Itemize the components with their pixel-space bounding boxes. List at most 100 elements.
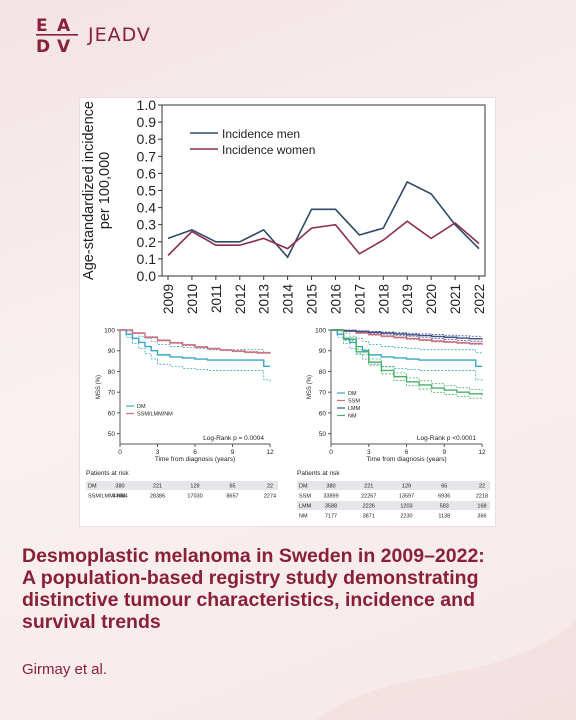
- journal-brand: E A D V JEADV: [36, 16, 151, 54]
- risk-table-cell: 1203: [400, 504, 412, 510]
- ci-upper-dm: [331, 329, 482, 354]
- risk-table-row-band: [297, 501, 490, 510]
- risk-table-row-label: LMM: [299, 504, 312, 510]
- y-tick-label: 80: [319, 369, 327, 376]
- svg-text:E: E: [36, 16, 48, 36]
- y-axis-label: per 100,000: [97, 152, 113, 229]
- y-tick-label: 50: [108, 431, 116, 438]
- risk-table-cell: 2218: [476, 494, 488, 500]
- risk-table-cell: 13597: [399, 494, 414, 500]
- survival-curve-lmm: [331, 329, 483, 340]
- risk-table-row-band: [86, 481, 278, 490]
- survival-curve-dm: [120, 329, 270, 367]
- svg-text:A: A: [57, 16, 71, 36]
- risk-table-row-label: DM: [299, 484, 308, 490]
- legend-label: SSM/LMM/NM: [137, 412, 173, 418]
- x-tick-label: 2013: [257, 284, 272, 314]
- risk-table-cell: 129: [190, 484, 199, 490]
- y-tick-label: 0.0: [137, 268, 157, 284]
- x-tick-label: 2020: [424, 284, 439, 314]
- x-tick-label: 0: [329, 449, 333, 456]
- risk-table-row-band: [297, 481, 490, 490]
- y-tick-label: 60: [319, 410, 327, 417]
- x-tick-label: 12: [266, 449, 274, 456]
- x-tick-label: 2009: [161, 284, 176, 314]
- title-line: survival trends: [22, 611, 161, 633]
- risk-table-cell: 22: [267, 484, 273, 490]
- x-tick-label: 2014: [281, 284, 296, 315]
- figure-panel: 0.0 0.1 0.2 0.3 0.4 0.5 0.6 0.7 0.8 0.9 1.0 2009 201…: [80, 98, 495, 526]
- risk-table-cell: 17030: [187, 494, 202, 500]
- risk-table-cell: 3871: [363, 514, 375, 520]
- risk-table-header: Patients at risk: [297, 470, 340, 477]
- risk-table-cell: 221: [364, 484, 373, 490]
- risk-table-row-band: [297, 511, 490, 520]
- y-tick-label: 0.9: [137, 114, 157, 130]
- risk-table-cell: 129: [402, 484, 411, 490]
- x-tick-label: 2010: [185, 284, 200, 314]
- x-tick-label: 2018: [376, 284, 391, 314]
- legend-label: NM: [348, 414, 357, 420]
- risk-table-cell: 44664: [112, 494, 127, 500]
- risk-table-row-band: [86, 491, 278, 500]
- survival-curve-nm: [331, 329, 483, 396]
- x-tick-label: 9: [442, 449, 446, 456]
- ci-lower-dm: [120, 329, 271, 382]
- risk-table-cell: 221: [153, 484, 162, 490]
- ci-lower-lmm: [331, 329, 483, 343]
- survival-curve-ssm: [331, 329, 483, 345]
- risk-table-cell: 168: [477, 504, 486, 510]
- legend-label: Incidence women: [222, 143, 315, 157]
- svg-text:V: V: [57, 37, 71, 54]
- x-tick-label: 2021: [448, 284, 463, 314]
- log-rank-annotation: Log-Rank p <0.0001: [417, 435, 476, 442]
- risk-table-row-band: [297, 491, 490, 500]
- svg-text:D: D: [36, 37, 50, 54]
- y-tick-label: 0.1: [137, 251, 157, 267]
- risk-table-row-label: SSM/LMM/ NM: [88, 494, 126, 500]
- y-axis-label: MSS (%): [307, 375, 313, 399]
- y-tick-label: 70: [319, 390, 327, 397]
- survival-curve-dm: [331, 329, 482, 367]
- legend-label: LMM: [348, 406, 361, 412]
- legend-label: Incidence men: [222, 127, 300, 141]
- y-axis-label: MSS (%): [96, 375, 102, 399]
- risk-table-cell: 8657: [226, 494, 238, 500]
- x-axis-label: Time from diagnosis (years): [155, 456, 235, 463]
- risk-table-header: Patients at risk: [86, 470, 129, 477]
- eadv-logo-mark: E A D V: [36, 16, 78, 54]
- risk-table-cell: 2230: [400, 514, 412, 520]
- y-tick-label: 50: [319, 431, 327, 438]
- y-tick-label: 100: [315, 328, 326, 335]
- risk-table-cell: 366: [477, 514, 486, 520]
- y-tick-label: 0.7: [137, 148, 157, 164]
- y-tick-label: 100: [104, 328, 115, 335]
- risk-table-cell: 65: [229, 484, 235, 490]
- figure-svg: 0.00.10.20.30.40.5 0.60.70.80.91.0 2009 201…: [81, 98, 490, 520]
- x-tick-label: 2012: [233, 284, 248, 314]
- y-tick-label: 0.8: [137, 131, 157, 147]
- x-axis-label: Time from diagnosis (years): [366, 456, 446, 463]
- risk-table-cell: 3588: [325, 504, 337, 510]
- journal-name: JEADV: [88, 24, 151, 46]
- x-tick-label: 2022: [472, 284, 487, 314]
- risk-table-cell: 65: [441, 484, 447, 490]
- survival-curve-ssm-lmm-nm: [120, 329, 271, 354]
- x-tick-label: 9: [231, 449, 235, 456]
- x-tick-label: 12: [478, 449, 486, 456]
- y-tick-label: 0.2: [137, 234, 157, 250]
- title-line: distinctive tumour characteristics, inci…: [22, 589, 475, 611]
- panel-a-frame: [161, 104, 486, 277]
- x-tick-label: 0: [118, 449, 122, 456]
- x-tick-label: 2019: [400, 284, 415, 314]
- risk-table-row-label: NM: [299, 514, 308, 520]
- risk-table-cell: 22267: [361, 494, 376, 500]
- y-axis-label: Age-standardized incidence: [81, 101, 97, 280]
- log-rank-annotation: Log-Rank p = 0.0004: [203, 435, 264, 442]
- risk-table-cell: 6936: [438, 494, 450, 500]
- risk-table-cell: 28386: [150, 494, 165, 500]
- risk-table-cell: 7177: [325, 514, 337, 520]
- title-line: Desmoplastic melanoma in Sweden in 2009–…: [22, 545, 485, 567]
- legend-label: SSM: [348, 399, 360, 405]
- risk-table-cell: 380: [326, 484, 335, 490]
